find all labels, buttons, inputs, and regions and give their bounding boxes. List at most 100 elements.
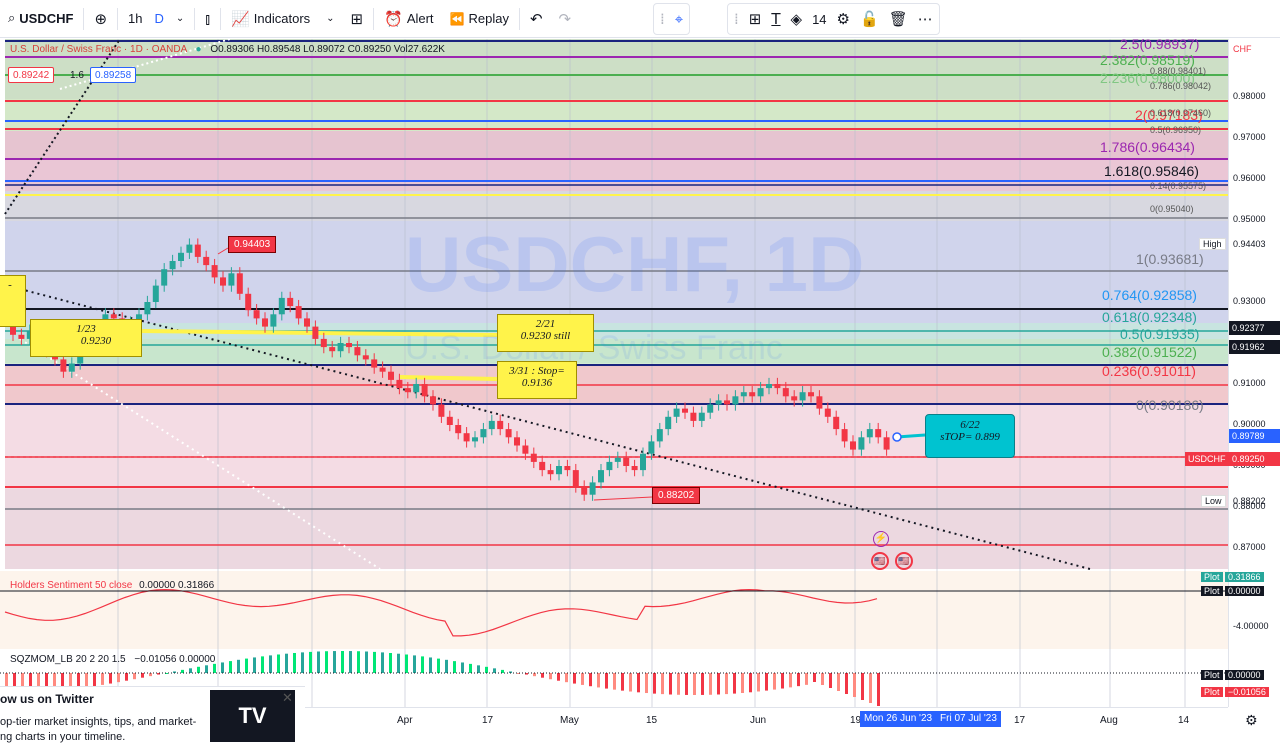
callout-3-31[interactable]: 3/31 : Stop= 0.9136: [497, 361, 577, 399]
callout-pointer: [399, 375, 498, 381]
symbol-watermark: USDCHF, 1D: [405, 220, 865, 308]
template-icon[interactable]: ⊞: [748, 10, 762, 28]
chart-legend: U.S. Dollar / Swiss Franc · 1D · OANDA ●…: [10, 44, 445, 55]
price-axis[interactable]: CHF 0.98000 0.97000 0.96000 0.95000 0.93000 0…: [1185, 39, 1280, 707]
momentum-bar: [477, 665, 480, 673]
drag-handle-icon[interactable]: ⁞: [660, 10, 665, 28]
fib-level-small-label: 0(0.95040): [1150, 204, 1194, 214]
fib-level-label: 2.5(0.98937): [1120, 39, 1200, 52]
sqz-values: −0.01056 0.00000: [134, 654, 216, 665]
callout-2-21-date: 2/21: [535, 318, 556, 330]
drag-handle-icon[interactable]: ⁞: [734, 10, 739, 28]
interval-1h[interactable]: 1h: [128, 11, 143, 26]
close-icon[interactable]: ✕: [282, 690, 293, 705]
crosshair-icon[interactable]: ⌖: [674, 10, 684, 28]
candle-body: [354, 347, 361, 356]
candle-body: [278, 297, 285, 315]
popup-line-2: ng charts in your timeline.: [0, 731, 126, 743]
momentum-bar: [309, 651, 312, 673]
sqzmom-label[interactable]: SQZMOM_LB 20 2 20 1.5 −0.01056 0.00000: [10, 654, 215, 665]
candle-body: [665, 416, 672, 430]
font-size-value[interactable]: 14: [812, 11, 827, 27]
candle-body: [598, 470, 604, 483]
trash-icon[interactable]: 🗑: [888, 10, 908, 28]
candle-body: [791, 396, 798, 401]
candle-body: [564, 466, 571, 471]
interval-dropdown[interactable]: ⌄: [168, 0, 192, 38]
legend-title: U.S. Dollar / Swiss Franc · 1D · OANDA: [10, 44, 187, 55]
momentum-bar: [45, 673, 48, 693]
callout-2-21[interactable]: 2/21 0.9230 still: [497, 314, 594, 352]
gear-icon[interactable]: ⚙: [836, 10, 850, 28]
candle-body: [430, 396, 436, 405]
callout-1-23[interactable]: 1/23 0.9230: [30, 319, 142, 357]
momentum-bar: [781, 673, 784, 689]
time-label-17: 17: [482, 715, 494, 726]
fib-level-small-label: 0.786(0.98042): [1150, 81, 1212, 91]
candle-body: [850, 441, 856, 450]
candle-body: [883, 437, 890, 450]
text-color-icon[interactable]: T: [771, 10, 781, 28]
momentum-bar: [693, 673, 696, 695]
time-label-17b: 17: [1014, 715, 1026, 726]
callout-6-22-date: 6/22: [960, 419, 980, 431]
interval-d[interactable]: D: [154, 11, 164, 26]
flash-event-icon[interactable]: ⚡: [873, 531, 889, 547]
fill-color-icon[interactable]: ◈: [790, 10, 803, 28]
holders-axis-value: -4.00000: [1233, 621, 1269, 631]
compare-button[interactable]: ⊕: [86, 0, 115, 38]
us-flag-event-icon[interactable]: 🇺🇸: [895, 552, 913, 570]
callout-6-22[interactable]: 6/22 sTOP= 0.899: [925, 414, 1015, 458]
momentum-bar: [573, 673, 576, 684]
candle-body: [421, 384, 428, 397]
candle-body: [362, 355, 369, 360]
divider: [220, 7, 222, 30]
chart-type-button[interactable]: ⫾: [197, 0, 218, 38]
holders-sentiment-label[interactable]: Holders Sentiment 50 close 0.00000 0.318…: [10, 580, 214, 591]
momentum-bar: [461, 662, 464, 673]
momentum-bar: [69, 673, 72, 690]
candle-body: [858, 437, 865, 450]
us-flag-event-icon[interactable]: 🇺🇸: [871, 552, 889, 570]
candle-body: [178, 252, 184, 261]
layouts-button[interactable]: ⊞: [343, 0, 372, 38]
settings-gear-icon[interactable]: ⚙: [1245, 713, 1258, 729]
momentum-bar: [85, 673, 88, 688]
high-price-tag[interactable]: 0.94403: [228, 236, 277, 253]
fib-level-label: 0.236(0.91011): [1102, 363, 1196, 379]
undo-button[interactable]: ↶: [522, 0, 551, 38]
low-price-tag[interactable]: 0.88202: [652, 487, 701, 504]
symbol-search[interactable]: ⌕ USDCHF: [0, 0, 81, 38]
high-label: High: [1199, 238, 1226, 250]
momentum-bar: [733, 673, 736, 694]
callout-left-edge[interactable]: -: [0, 275, 26, 327]
sqz-plot-tag-2: Plot −0.01056: [1201, 686, 1280, 699]
tradingview-logo-image[interactable]: TV: [210, 690, 295, 742]
time-label-apr: Apr: [397, 715, 413, 726]
sell-button[interactable]: 0.89242: [8, 67, 55, 83]
indicators-dropdown[interactable]: ⌄: [318, 0, 342, 38]
candle-body: [606, 461, 613, 471]
time-label-19: 19: [850, 715, 862, 726]
candle-body: [396, 379, 403, 389]
momentum-bar: [549, 673, 552, 680]
more-icon[interactable]: ⋯: [917, 10, 933, 28]
replay-button[interactable]: ⏪ Replay: [442, 0, 517, 38]
alert-button[interactable]: ⏰ Alert: [376, 0, 441, 38]
candle-body: [152, 285, 159, 302]
indicators-label: Indicators: [253, 11, 311, 26]
indicators-button[interactable]: 📈 Indicators: [223, 0, 318, 38]
chart-pane[interactable]: USDCHF, 1D U.S. Dollar / Swiss Franc U.S…: [0, 39, 1228, 707]
momentum-bar: [21, 673, 24, 695]
candle-body: [253, 310, 260, 319]
candle-body: [623, 457, 630, 466]
momentum-bar: [749, 673, 752, 693]
price-tag-1: 0.92377: [1229, 321, 1280, 335]
divider: [117, 7, 119, 30]
lock-icon[interactable]: 🔓: [860, 10, 879, 28]
candle-body: [589, 482, 596, 495]
buy-button[interactable]: 0.89258: [90, 67, 137, 83]
candle-body: [270, 314, 277, 327]
chart-canvas[interactable]: [0, 39, 1228, 707]
redo-button[interactable]: ↷: [551, 0, 580, 38]
